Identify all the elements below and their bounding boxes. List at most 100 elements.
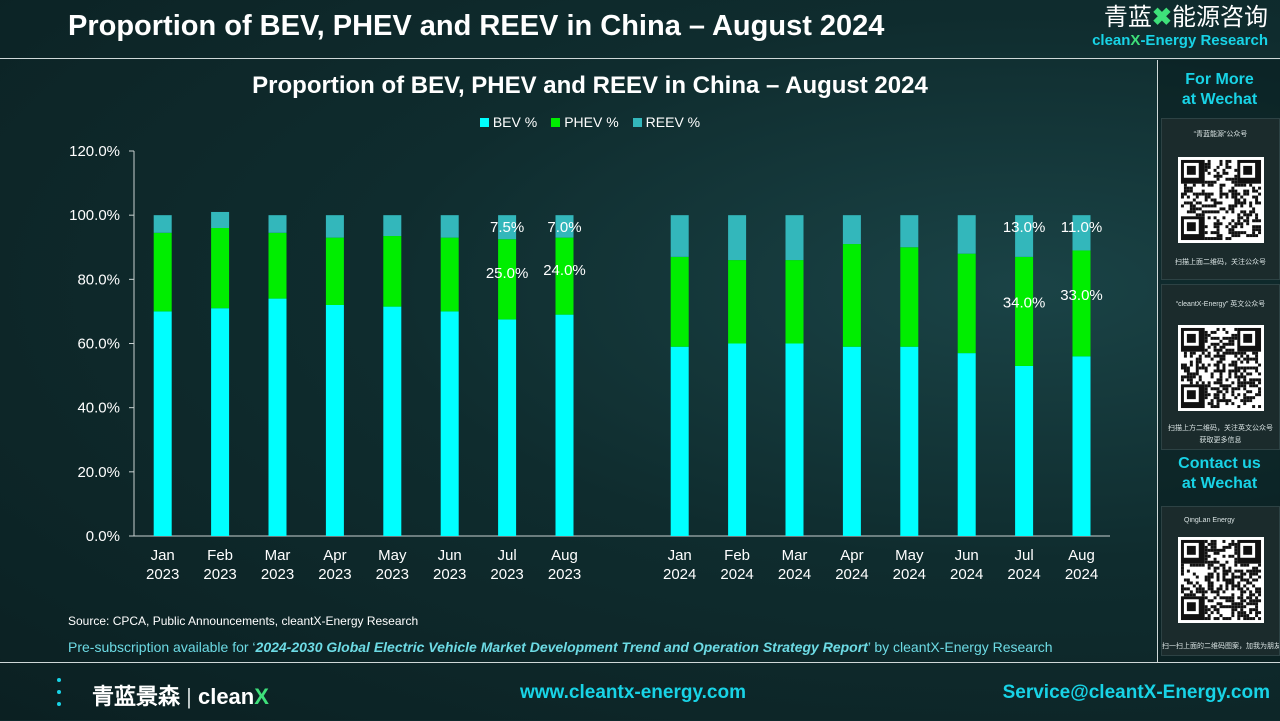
bar-segment bbox=[728, 215, 747, 261]
brand-cn-part2: 能源咨询 bbox=[1172, 4, 1268, 31]
header-bar: Proportion of BEV, PHEV and REEV in Chin… bbox=[0, 0, 1280, 59]
bar-segment bbox=[1072, 356, 1091, 536]
clover-icon: ✖ bbox=[1151, 4, 1172, 31]
bar-segment bbox=[268, 232, 287, 299]
x-tick-label: 2023 bbox=[318, 566, 351, 583]
x-tick-label: Aug bbox=[1068, 547, 1095, 564]
email-link[interactable]: Service@cleantX-Energy.com bbox=[1002, 682, 1270, 703]
x-tick-label: 2023 bbox=[433, 566, 466, 583]
legend-item-bev: BEV % bbox=[479, 114, 538, 130]
bar-segment bbox=[498, 239, 517, 320]
bar-segment bbox=[440, 237, 459, 312]
bar-segment bbox=[842, 346, 861, 536]
source-note: Source: CPCA, Public Announcements, clea… bbox=[68, 614, 419, 628]
qr-card-cn-foot: 扫描上面二维码，关注公众号 bbox=[1175, 259, 1266, 266]
x-tick-label: Feb bbox=[207, 547, 233, 564]
dots-icon bbox=[57, 678, 61, 706]
presub-report-title: 2024-2030 Global Electric Vehicle Market… bbox=[255, 639, 868, 655]
x-tick-label: 2023 bbox=[203, 566, 236, 583]
bar-segment bbox=[498, 319, 517, 536]
website-link[interactable]: www.cleantx-energy.com bbox=[520, 682, 746, 703]
bar-segment bbox=[555, 237, 574, 315]
bar-segment bbox=[1072, 215, 1091, 251]
bar-segment bbox=[325, 215, 344, 238]
bar-segment bbox=[728, 260, 747, 344]
chart-title: Proportion of BEV, PHEV and REEV in Chin… bbox=[252, 72, 928, 99]
stacked-bar-chart: 0.0% 20.0% 40.0% 60.0% 80.0% 100.0% 120.0% Jan 2… bbox=[69, 143, 1110, 583]
contact-heading: Contact us at Wechat bbox=[1158, 454, 1280, 494]
bar-segment bbox=[1015, 215, 1034, 257]
presubscription-note: Pre-subscription available for ‘2024-203… bbox=[68, 639, 1053, 655]
y-tick-label: 120.0% bbox=[69, 143, 120, 160]
x-tick-label: 2023 bbox=[146, 566, 179, 583]
x-tick-label: Jul bbox=[1015, 547, 1034, 564]
bar-segment bbox=[383, 215, 402, 237]
bar-segment bbox=[498, 215, 517, 240]
qr-code-icon[interactable] bbox=[1178, 157, 1264, 243]
bar-segment bbox=[670, 346, 689, 536]
bar-segment bbox=[785, 260, 804, 344]
brand-cn-part1: 青蓝 bbox=[1103, 4, 1152, 31]
data-label: 24.0% bbox=[543, 262, 586, 279]
qr-card-en-foot: 扫描上方二维码，关注英文公众号 bbox=[1168, 425, 1273, 432]
bar-segment bbox=[268, 298, 287, 536]
legend-item-reev: REEV % bbox=[632, 114, 700, 130]
y-tick-label: 40.0% bbox=[77, 400, 120, 417]
qr-card-contact: QingLan Energy 扫一扫上面的二维码图案，加我为朋友。 bbox=[1161, 506, 1280, 656]
bar-segment bbox=[670, 215, 689, 257]
legend-label-phev: PHEV % bbox=[564, 114, 619, 130]
bar-segment bbox=[211, 308, 230, 536]
chart-legend: BEV % PHEV % REEV % bbox=[0, 114, 1180, 130]
wechat-sidebar: For More at Wechat “青蓝能源”公众号 扫描上面二维码，关注公… bbox=[1157, 60, 1280, 662]
bar-segment bbox=[785, 343, 804, 536]
bar-segment bbox=[900, 247, 919, 347]
qr-code-icon[interactable] bbox=[1178, 537, 1264, 623]
bar-segment bbox=[670, 256, 689, 347]
bar-segment bbox=[957, 353, 976, 536]
footer-logo-en: clean bbox=[197, 684, 255, 709]
for-more-line1: For More bbox=[1185, 71, 1254, 88]
x-tick-label: 2024 bbox=[663, 566, 696, 583]
y-tick-label: 60.0% bbox=[77, 336, 120, 353]
brand-en-part1: clean bbox=[1092, 32, 1131, 49]
bar-segment bbox=[268, 215, 287, 233]
footer-logo-x: X bbox=[254, 684, 269, 709]
footer-logo: 青蓝景森 | cleanX bbox=[92, 684, 269, 709]
bar-segment bbox=[153, 215, 172, 233]
bar-segment bbox=[440, 311, 459, 536]
data-label: 7.0% bbox=[547, 219, 581, 236]
legend-label-bev: BEV % bbox=[492, 114, 538, 130]
x-tick-label: Jul bbox=[498, 547, 517, 564]
data-label: 7.5% bbox=[490, 219, 524, 236]
x-tick-label: May bbox=[895, 547, 924, 564]
qr-card-en-caption: “cleantX-Energy” 英文公众号 bbox=[1175, 301, 1266, 308]
qr-card-cn: “青蓝能源”公众号 扫描上面二维码，关注公众号 bbox=[1161, 118, 1280, 280]
x-tick-label: Jan bbox=[151, 547, 175, 564]
x-tick-label: Apr bbox=[323, 547, 346, 564]
bar-segment bbox=[153, 311, 172, 536]
contact-line1: Contact us bbox=[1178, 455, 1261, 472]
x-tick-label: 2024 bbox=[950, 566, 983, 583]
x-tick-label: Apr bbox=[840, 547, 863, 564]
data-label: 34.0% bbox=[1003, 295, 1046, 312]
bar-segment bbox=[383, 236, 402, 307]
data-label: 33.0% bbox=[1060, 287, 1103, 304]
legend-item-phev: PHEV % bbox=[551, 114, 619, 130]
bar-segment bbox=[842, 244, 861, 347]
bar-segment bbox=[555, 314, 574, 536]
qr-card-cn-caption: “青蓝能源”公众号 bbox=[1193, 131, 1248, 138]
bar-segment bbox=[785, 215, 804, 261]
qr-card-contact-foot: 扫一扫上面的二维码图案，加我为朋友。 bbox=[1162, 643, 1279, 650]
bar-segment bbox=[957, 215, 976, 254]
qr-code-icon[interactable] bbox=[1178, 325, 1264, 411]
presub-suffix: ’ by cleantX-Energy Research bbox=[867, 639, 1053, 655]
x-tick-label: 2024 bbox=[1007, 566, 1040, 583]
data-label: 13.0% bbox=[1003, 219, 1046, 236]
brand-en-x: X bbox=[1130, 32, 1141, 49]
bar-segment bbox=[153, 232, 172, 312]
x-tick-label: 2023 bbox=[490, 566, 523, 583]
brand-en-part2: -Energy Research bbox=[1140, 32, 1268, 49]
legend-swatch-reev bbox=[632, 117, 642, 127]
y-tick-label: 100.0% bbox=[69, 207, 120, 224]
x-tick-label: Mar bbox=[265, 547, 291, 564]
